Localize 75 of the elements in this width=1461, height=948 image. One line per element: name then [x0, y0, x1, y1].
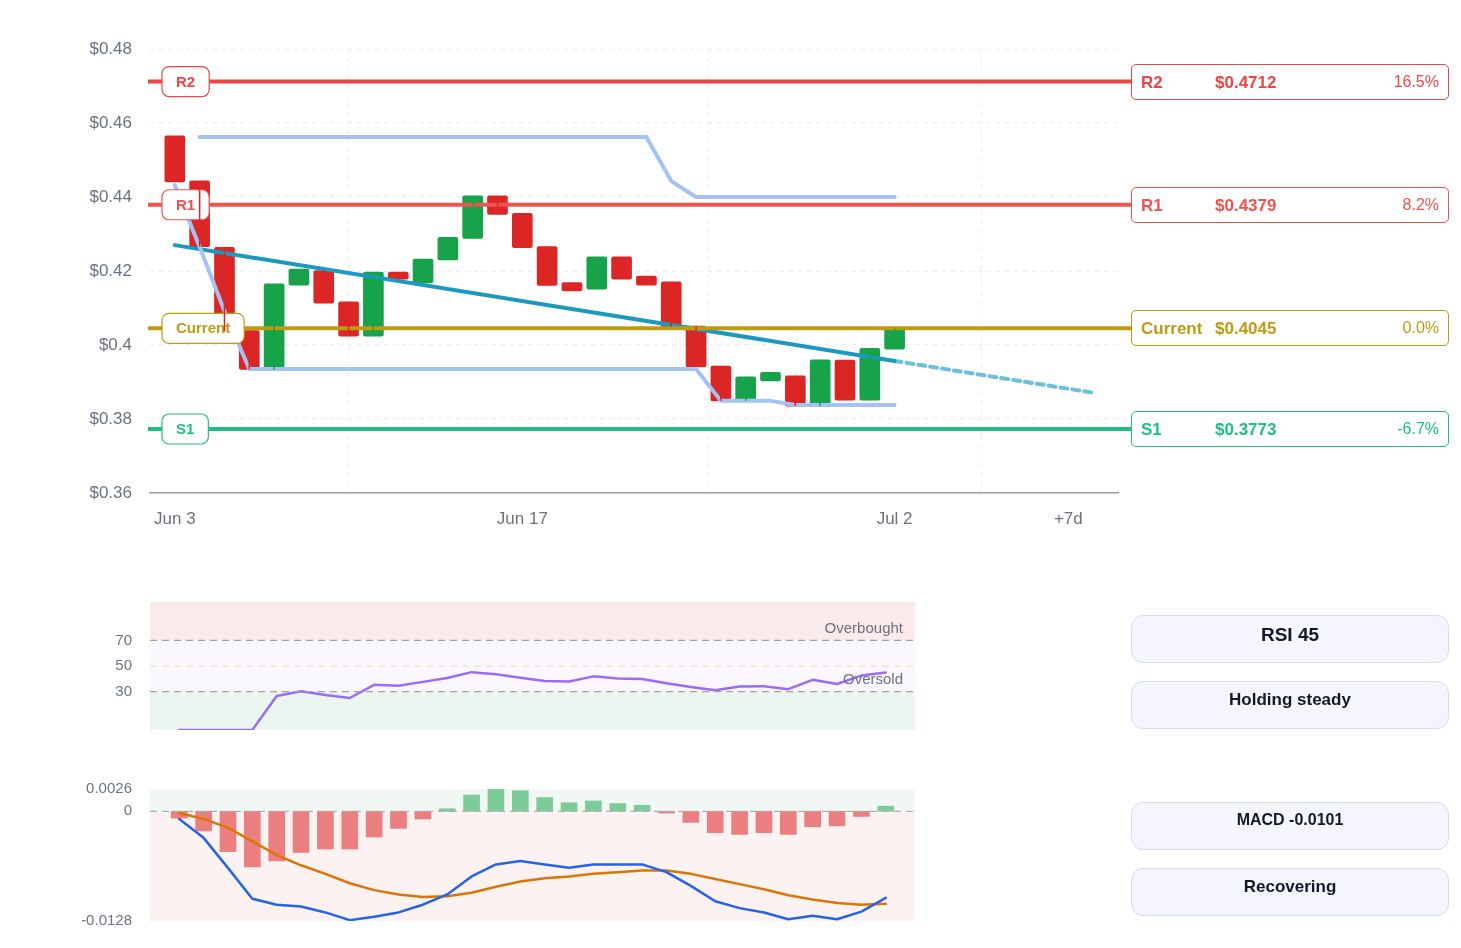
y-tick-label: $0.36: [89, 482, 132, 502]
text: 0.0%: [1402, 319, 1439, 338]
x-tick-label: Jul 2: [876, 508, 913, 528]
text: $0.3773: [1215, 419, 1277, 440]
bar: [511, 790, 529, 812]
candlestick: [735, 376, 757, 402]
y-tick-label: 50: [115, 656, 132, 674]
bar: [292, 810, 310, 853]
y-tick-label: $0.48: [89, 38, 132, 58]
candlestick: [511, 212, 533, 249]
bar: [463, 794, 480, 812]
candlestick: [288, 268, 310, 286]
candlestick: [611, 256, 632, 280]
bar: [682, 810, 700, 823]
text: $0.4379: [1215, 195, 1277, 216]
candlestick: [387, 271, 409, 280]
y-tick-label: -0.0128: [81, 911, 132, 929]
text: -6.7%: [1397, 419, 1439, 438]
bar: [268, 810, 286, 862]
bar: [317, 810, 334, 850]
bar: [560, 802, 578, 812]
y-tick-label: $0.44: [89, 186, 132, 206]
ref-line-label: R1: [175, 195, 196, 213]
candlestick: [313, 269, 335, 304]
bar: [706, 810, 724, 834]
x-tick-label: Jun 17: [496, 508, 548, 528]
ref-line-label: S1: [175, 420, 195, 438]
bar: [853, 810, 870, 817]
candlestick: [660, 280, 682, 328]
y-tick-label: 70: [115, 630, 132, 648]
y-tick-label: $0.38: [89, 408, 132, 428]
text: MACD -0.0101: [1131, 802, 1449, 850]
candlestick: [586, 256, 608, 290]
x-tick-label: +7d: [1053, 508, 1083, 528]
text: R1: [1141, 195, 1163, 215]
bar: [341, 810, 359, 850]
candlestick: [164, 135, 186, 183]
x-tick-label: Jun 3: [154, 508, 196, 528]
ref-line-label: Current: [176, 319, 231, 337]
text: RSI 45: [1131, 615, 1449, 663]
text: $0.4045: [1215, 319, 1277, 340]
bar: [779, 810, 797, 835]
bar: [244, 810, 261, 868]
candlestick: [809, 359, 831, 407]
ref-line-label: Overbought: [824, 619, 904, 637]
y-tick-label: $0.4: [98, 334, 132, 354]
text: 8.2%: [1402, 195, 1439, 214]
bar: [633, 804, 651, 812]
bar: [731, 810, 748, 835]
candlestick: [834, 359, 856, 401]
text: R2: [1141, 72, 1163, 92]
bar: [877, 805, 895, 812]
y-tick-label: 0.0026: [86, 779, 132, 797]
text: 16.5%: [1393, 72, 1439, 91]
ref-line-label: R2: [175, 72, 196, 90]
candlestick: [412, 258, 434, 284]
text: Recovering: [1131, 868, 1449, 916]
bar: [585, 800, 602, 812]
text: S1: [1141, 419, 1162, 439]
y-tick-label: $0.46: [89, 112, 132, 132]
bar: [804, 810, 822, 828]
bar: [365, 810, 383, 838]
bar: [828, 810, 846, 827]
text: Holding steady: [1131, 681, 1449, 729]
y-tick-label: $0.42: [89, 260, 132, 280]
candlestick: [363, 271, 384, 337]
text: Current: [1141, 319, 1203, 339]
bar: [487, 789, 505, 812]
bar: [609, 803, 627, 812]
bar: [390, 810, 407, 829]
y-tick-label: 0: [123, 801, 132, 819]
bar: [755, 810, 773, 834]
bar: [536, 797, 554, 812]
text: $0.4712: [1215, 72, 1277, 93]
y-tick-label: 30: [115, 681, 132, 699]
